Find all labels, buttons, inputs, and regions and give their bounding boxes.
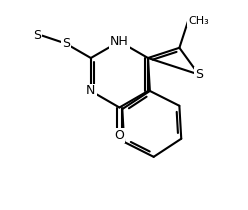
Text: S: S	[62, 37, 70, 50]
Text: NH: NH	[110, 35, 129, 48]
Text: O: O	[115, 129, 124, 142]
Text: N: N	[86, 84, 95, 97]
Text: S: S	[33, 29, 41, 42]
Text: S: S	[195, 68, 203, 81]
Text: CH₃: CH₃	[188, 16, 209, 26]
